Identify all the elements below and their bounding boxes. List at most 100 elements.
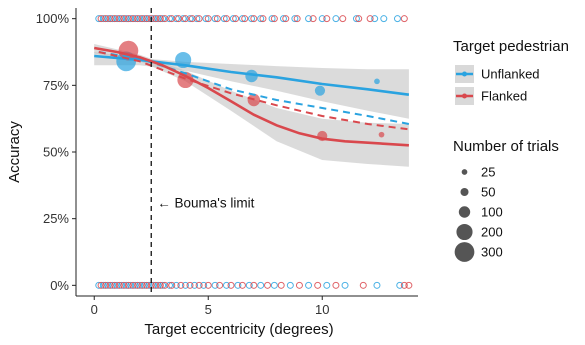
raw-point-flanked-correct	[400, 15, 408, 23]
raw-point-unflanked-correct	[193, 15, 201, 23]
x-axis-title: Target eccentricity (degrees)	[144, 321, 333, 338]
raw-point-flanked-correct	[115, 15, 123, 23]
raw-point-flanked-correct	[270, 15, 278, 23]
size-legend-label-100: 100	[481, 205, 503, 220]
raw-point-unflanked-incorrect	[323, 281, 331, 289]
raw-point-unflanked-incorrect	[145, 281, 153, 289]
raw-point-unflanked-incorrect	[234, 281, 242, 289]
raw-point-flanked-incorrect	[295, 281, 303, 289]
raw-point-flanked-incorrect	[102, 281, 110, 289]
size-legend-label-200: 200	[481, 225, 503, 240]
raw-point-unflanked-incorrect	[341, 281, 349, 289]
raw-point-unflanked-correct	[104, 15, 112, 23]
raw-point-unflanked-correct	[159, 15, 167, 23]
y-tick-label: 75%	[43, 78, 69, 93]
raw-point-flanked-correct	[124, 15, 132, 23]
raw-point-flanked-incorrect	[264, 281, 272, 289]
raw-point-flanked-correct	[282, 15, 290, 23]
bouma-annotation: ← Bouma's limit	[157, 195, 254, 210]
raw-point-unflanked-correct	[229, 15, 237, 23]
raw-point-flanked-incorrect	[124, 281, 132, 289]
raw-point-flanked-incorrect	[359, 281, 367, 289]
raw-point-unflanked-correct	[186, 15, 194, 23]
raw-point-unflanked-incorrect	[200, 281, 208, 289]
raw-point-unflanked-correct	[279, 15, 287, 23]
raw-point-flanked-incorrect	[250, 281, 258, 289]
raw-point-flanked-incorrect	[120, 281, 128, 289]
raw-point-flanked-correct	[161, 15, 169, 23]
raw-point-unflanked-incorrect	[140, 281, 148, 289]
legend-label-flanked: Flanked	[481, 89, 527, 104]
size-legend-dot-300	[454, 242, 475, 262]
raw-point-unflanked-correct	[108, 15, 116, 23]
model-line-dashed-flanked	[98, 51, 410, 131]
raw-point-unflanked-correct	[291, 15, 299, 23]
raw-point-unflanked-correct	[145, 15, 153, 23]
raw-point-unflanked-incorrect	[118, 281, 126, 289]
legend-label-unflanked: Unflanked	[481, 67, 540, 82]
raw-point-flanked-correct	[175, 15, 183, 23]
y-tick-label: 0%	[50, 278, 69, 293]
raw-point-unflanked-correct	[150, 15, 158, 23]
raw-point-unflanked-incorrect	[245, 281, 253, 289]
raw-point-unflanked-correct	[211, 15, 219, 23]
raw-point-unflanked-incorrect	[136, 281, 144, 289]
raw-point-flanked-incorrect	[97, 281, 105, 289]
raw-point-flanked-correct	[168, 15, 176, 23]
raw-point-flanked-correct	[138, 15, 146, 23]
raw-point-unflanked-incorrect	[172, 281, 180, 289]
raw-point-flanked-incorrect	[277, 281, 285, 289]
raw-point-unflanked-correct	[136, 15, 144, 23]
raw-point-flanked-correct	[204, 15, 212, 23]
legend-color-title: Target pedestrian	[453, 38, 569, 55]
size-legend-label-25: 25	[481, 165, 495, 180]
raw-point-flanked-incorrect	[186, 281, 194, 289]
binned-point-flanked	[378, 131, 385, 138]
raw-point-unflanked-correct	[380, 15, 388, 23]
raw-point-flanked-correct	[232, 15, 240, 23]
x-tick-label: 10	[315, 302, 329, 317]
raw-point-flanked-correct	[181, 15, 189, 23]
raw-point-flanked-incorrect	[129, 281, 137, 289]
raw-point-flanked-correct	[222, 15, 230, 23]
raw-point-flanked-correct	[259, 15, 267, 23]
legend-key-dot-unflanked	[462, 71, 467, 77]
raw-point-unflanked-incorrect	[373, 281, 381, 289]
size-legend-dot-50	[460, 187, 469, 197]
raw-point-flanked-incorrect	[227, 281, 235, 289]
raw-point-flanked-correct	[250, 15, 258, 23]
raw-point-flanked-incorrect	[138, 281, 146, 289]
raw-point-unflanked-correct	[352, 15, 360, 23]
raw-point-flanked-incorrect	[238, 281, 246, 289]
raw-point-flanked-correct	[188, 15, 196, 23]
size-legend-dot-25	[461, 169, 468, 175]
raw-point-unflanked-correct	[140, 15, 148, 23]
raw-point-unflanked-correct	[179, 15, 187, 23]
raw-point-flanked-incorrect	[177, 281, 185, 289]
raw-point-unflanked-correct	[99, 15, 107, 23]
raw-point-flanked-incorrect	[168, 281, 176, 289]
raw-point-unflanked-correct	[202, 15, 210, 23]
raw-point-unflanked-incorrect	[113, 281, 121, 289]
raw-point-flanked-incorrect	[314, 281, 322, 289]
raw-point-unflanked-incorrect	[99, 281, 107, 289]
raw-point-flanked-incorrect	[161, 281, 169, 289]
size-legend-dot-200	[456, 223, 473, 241]
raw-point-flanked-incorrect	[216, 281, 224, 289]
legend-key-dot-flanked	[462, 93, 467, 99]
raw-point-unflanked-incorrect	[270, 281, 278, 289]
x-tick-label: 0	[91, 302, 98, 317]
raw-point-flanked-incorrect	[332, 281, 340, 289]
y-tick-label: 100%	[36, 11, 70, 26]
raw-point-unflanked-correct	[332, 15, 340, 23]
raw-point-unflanked-correct	[172, 15, 180, 23]
raw-point-unflanked-correct	[127, 15, 135, 23]
raw-point-flanked-incorrect	[152, 281, 160, 289]
y-tick-label: 50%	[43, 145, 69, 160]
raw-point-unflanked-incorrect	[159, 281, 167, 289]
raw-point-flanked-correct	[323, 15, 331, 23]
raw-point-flanked-incorrect	[204, 281, 212, 289]
raw-point-unflanked-incorrect	[127, 281, 135, 289]
raw-point-flanked-correct	[309, 15, 317, 23]
